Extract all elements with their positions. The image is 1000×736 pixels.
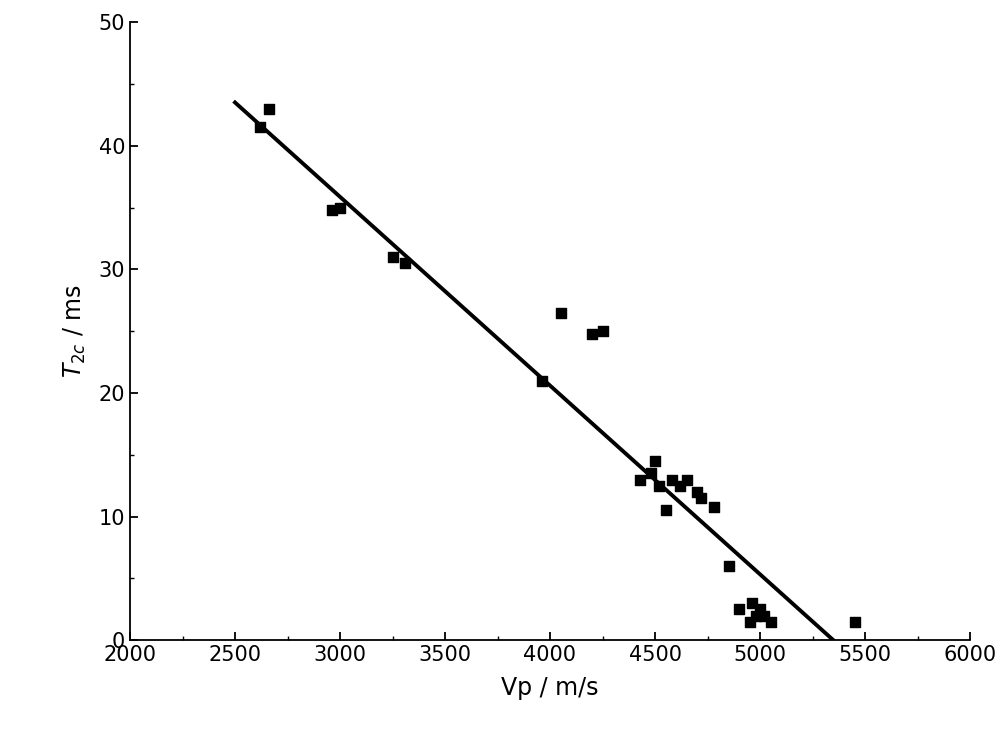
Point <box>534 375 550 386</box>
Point <box>689 486 705 498</box>
Point <box>384 251 400 263</box>
Point <box>744 598 760 609</box>
Point <box>324 204 340 216</box>
Point <box>643 467 659 479</box>
Point <box>332 202 348 213</box>
Point <box>672 480 688 492</box>
Point <box>706 501 722 513</box>
Y-axis label: $T_{2c}$ / ms: $T_{2c}$ / ms <box>61 284 88 378</box>
Point <box>647 455 663 467</box>
Point <box>693 492 709 504</box>
Point <box>594 325 610 337</box>
X-axis label: Vp / m/s: Vp / m/s <box>501 676 599 700</box>
Point <box>762 616 778 628</box>
Point <box>678 474 694 486</box>
Point <box>664 474 680 486</box>
Point <box>261 103 277 115</box>
Point <box>658 505 674 517</box>
Point <box>651 480 667 492</box>
Point <box>742 616 758 628</box>
Point <box>632 474 648 486</box>
Point <box>252 121 268 133</box>
Point <box>584 328 600 339</box>
Point <box>552 307 568 319</box>
Point <box>756 609 772 621</box>
Point <box>752 604 768 615</box>
Point <box>731 604 747 615</box>
Point <box>748 609 764 621</box>
Point <box>397 258 413 269</box>
Point <box>720 560 736 572</box>
Point <box>846 616 862 628</box>
